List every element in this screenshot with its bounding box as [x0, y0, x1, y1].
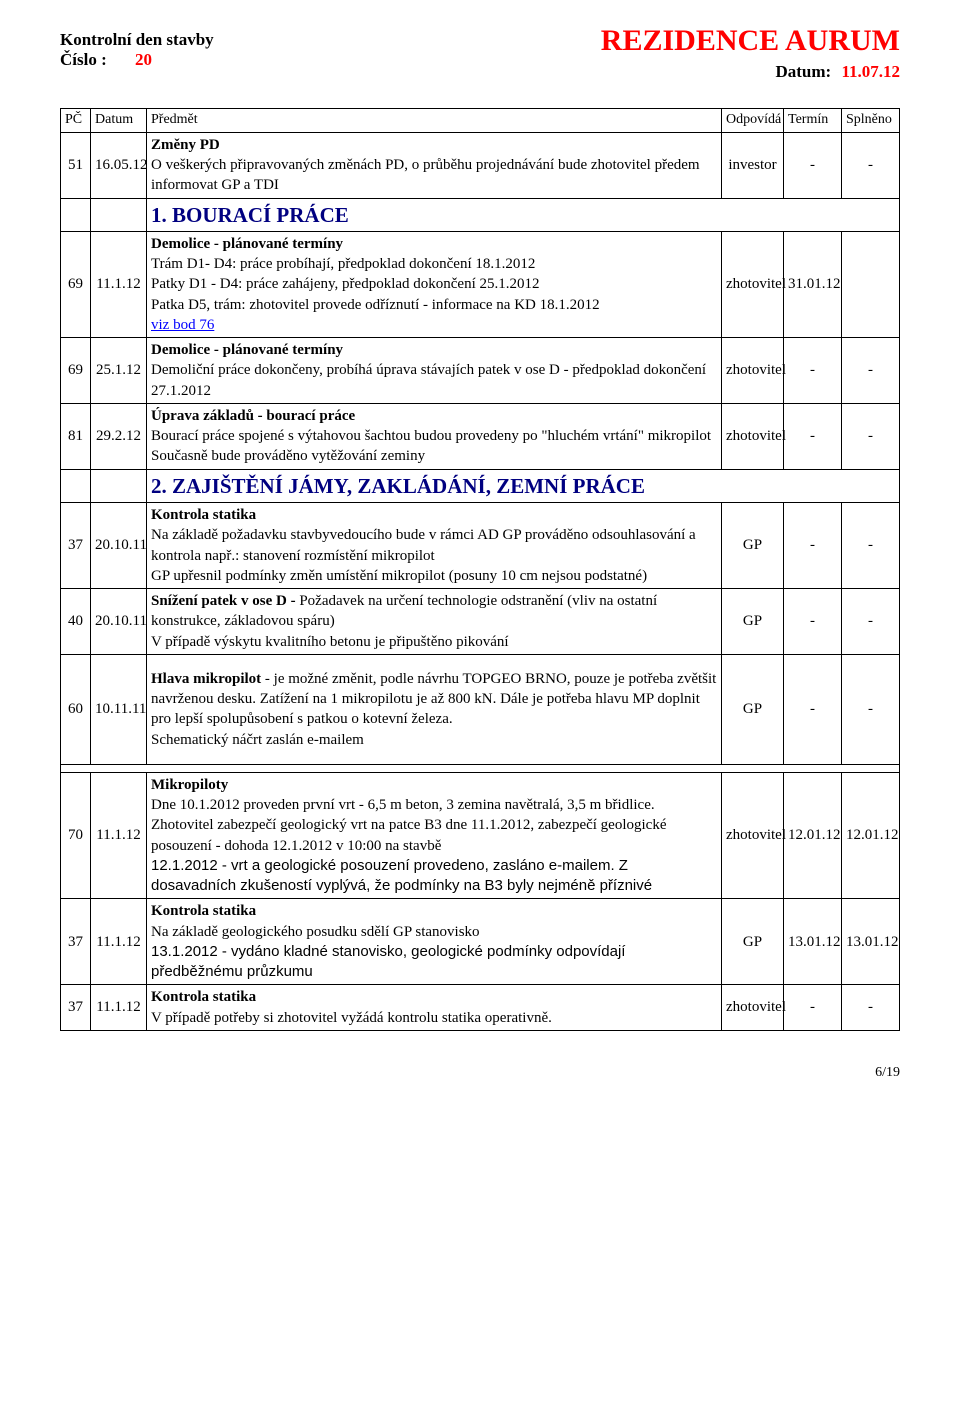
- table-row: 5116.05.12Změny PDO veškerých připravova…: [61, 132, 900, 198]
- header-project-title: REZIDENCE AURUM: [601, 24, 900, 58]
- cell-termin: -: [784, 985, 842, 1031]
- col-termin: Termín: [784, 109, 842, 133]
- document-page: Kontrolní den stavby Číslo : 20 REZIDENC…: [0, 0, 960, 1111]
- cell-termin: -: [784, 654, 842, 764]
- cell-pc: 70: [61, 772, 91, 899]
- table-gap-row: [61, 764, 900, 772]
- cell-splneno: 12.01.12: [842, 772, 900, 899]
- cell-splneno: 13.01.12: [842, 899, 900, 985]
- cell-datum: 11.1.12: [91, 899, 147, 985]
- cell-pc: 40: [61, 589, 91, 655]
- cell-splneno: -: [842, 132, 900, 198]
- cell-termin: -: [784, 338, 842, 404]
- cell-termin: -: [784, 132, 842, 198]
- cell-subject: Úprava základů - bourací práceBourací pr…: [147, 403, 722, 469]
- cell-subject: MikropilotyDne 10.1.2012 proveden první …: [147, 772, 722, 899]
- table-row: 4020.10.11Snížení patek v ose D - Požada…: [61, 589, 900, 655]
- cell-pc: 60: [61, 654, 91, 764]
- table-header-row: PČ Datum Předmět Odpovídá Termín Splněno: [61, 109, 900, 133]
- table-row: 6911.1.12Demolice - plánované termínyTrá…: [61, 231, 900, 337]
- cell-odpovida: zhotovitel: [722, 772, 784, 899]
- cell-datum: 11.1.12: [91, 231, 147, 337]
- page-header: Kontrolní den stavby Číslo : 20 REZIDENC…: [60, 30, 900, 108]
- cell-splneno: -: [842, 503, 900, 589]
- cell-subject: Kontrola statikaNa základě geologického …: [147, 899, 722, 985]
- cell-odpovida: zhotovitel: [722, 338, 784, 404]
- cell-odpovida: GP: [722, 899, 784, 985]
- header-date-label: Datum:: [775, 62, 831, 81]
- cell-splneno: -: [842, 403, 900, 469]
- section-heading: 2. ZAJIŠTĚNÍ JÁMY, ZAKLÁDÁNÍ, ZEMNÍ PRÁC…: [151, 474, 645, 498]
- cell-pc: 37: [61, 985, 91, 1031]
- table-row: 3711.1.12Kontrola statikaNa základě geol…: [61, 899, 900, 985]
- table-row: 3711.1.12Kontrola statikaV případě potře…: [61, 985, 900, 1031]
- cell-pc: 51: [61, 132, 91, 198]
- table-body: 5116.05.12Změny PDO veškerých připravova…: [61, 132, 900, 1030]
- cell-odpovida: zhotovitel: [722, 985, 784, 1031]
- header-date: Datum: 11.07.12: [775, 62, 900, 82]
- cell-termin: 13.01.12: [784, 899, 842, 985]
- cell-subject: Demolice - plánované termínyDemoliční pr…: [147, 338, 722, 404]
- table-row: 6925.1.12Demolice - plánované termínyDem…: [61, 338, 900, 404]
- cell-odpovida: GP: [722, 589, 784, 655]
- cell-subject: Hlava mikropilot - je možné změnit, podl…: [147, 654, 722, 764]
- cell-splneno: -: [842, 985, 900, 1031]
- cell-subject: Snížení patek v ose D - Požadavek na urč…: [147, 589, 722, 655]
- cell-splneno: -: [842, 654, 900, 764]
- link-reference[interactable]: viz bod 76: [151, 317, 214, 333]
- cell-odpovida: GP: [722, 654, 784, 764]
- header-number-label-text: Číslo :: [60, 50, 107, 69]
- header-date-value: 11.07.12: [841, 62, 900, 81]
- cell-termin: -: [784, 403, 842, 469]
- col-odpovida: Odpovídá: [722, 109, 784, 133]
- cell-odpovida: zhotovitel: [722, 403, 784, 469]
- col-splneno: Splněno: [842, 109, 900, 133]
- cell-subject: Kontrola statikaV případě potřeby si zho…: [147, 985, 722, 1031]
- cell-datum: 10.11.11: [91, 654, 147, 764]
- col-datum: Datum: [91, 109, 147, 133]
- cell-datum: 11.1.12: [91, 985, 147, 1031]
- cell-odpovida: GP: [722, 503, 784, 589]
- table-row: 7011.1.12MikropilotyDne 10.1.2012 proved…: [61, 772, 900, 899]
- page-number: 6/19: [60, 1065, 900, 1081]
- cell-splneno: -: [842, 589, 900, 655]
- cell-datum: 11.1.12: [91, 772, 147, 899]
- cell-splneno: -: [842, 338, 900, 404]
- cell-splneno: [842, 231, 900, 337]
- cell-termin: 31.01.12: [784, 231, 842, 337]
- section-heading-row: 2. ZAJIŠTĚNÍ JÁMY, ZAKLÁDÁNÍ, ZEMNÍ PRÁC…: [61, 469, 900, 502]
- header-number-value: 20: [135, 50, 152, 69]
- table-row: 3720.10.11Kontrola statikaNa základě pož…: [61, 503, 900, 589]
- main-table: PČ Datum Předmět Odpovídá Termín Splněno…: [60, 108, 900, 1031]
- cell-datum: 29.2.12: [91, 403, 147, 469]
- cell-pc: 69: [61, 338, 91, 404]
- cell-termin: -: [784, 503, 842, 589]
- section-heading-row: 1. BOURACÍ PRÁCE: [61, 198, 900, 231]
- cell-datum: 16.05.12: [91, 132, 147, 198]
- cell-datum: 25.1.12: [91, 338, 147, 404]
- col-pc: PČ: [61, 109, 91, 133]
- section-heading: 1. BOURACÍ PRÁCE: [151, 203, 349, 227]
- col-predmet: Předmět: [147, 109, 722, 133]
- cell-subject: Kontrola statikaNa základě požadavku sta…: [147, 503, 722, 589]
- table-row: 6010.11.11Hlava mikropilot - je možné zm…: [61, 654, 900, 764]
- cell-datum: 20.10.11: [91, 503, 147, 589]
- cell-pc: 37: [61, 503, 91, 589]
- cell-odpovida: zhotovitel: [722, 231, 784, 337]
- table-row: 8129.2.12Úprava základů - bourací práceB…: [61, 403, 900, 469]
- cell-subject: Demolice - plánované termínyTrám D1- D4:…: [147, 231, 722, 337]
- cell-termin: -: [784, 589, 842, 655]
- cell-pc: 37: [61, 899, 91, 985]
- cell-odpovida: investor: [722, 132, 784, 198]
- cell-termin: 12.01.12: [784, 772, 842, 899]
- cell-datum: 20.10.11: [91, 589, 147, 655]
- cell-pc: 69: [61, 231, 91, 337]
- cell-subject: Změny PDO veškerých připravovaných změná…: [147, 132, 722, 198]
- cell-pc: 81: [61, 403, 91, 469]
